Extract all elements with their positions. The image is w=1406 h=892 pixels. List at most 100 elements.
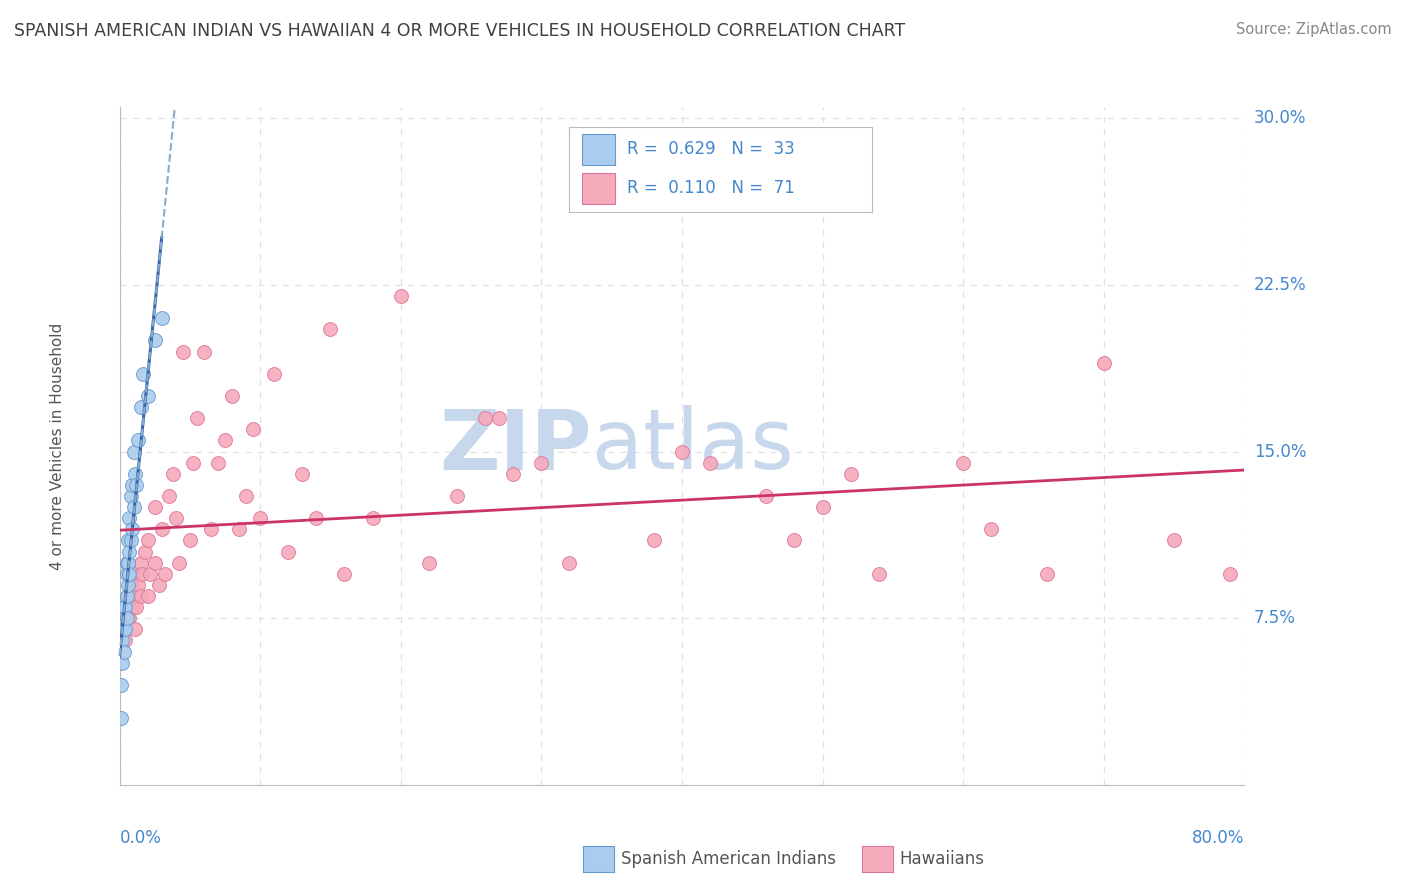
Point — [110, 678, 132, 692]
Point — [186, 411, 208, 425]
Point — [319, 322, 342, 336]
Point — [148, 578, 170, 592]
Point — [114, 623, 136, 637]
Point — [446, 489, 468, 503]
Point — [1092, 356, 1115, 370]
Point — [125, 478, 148, 492]
Text: R =  0.629   N =  33: R = 0.629 N = 33 — [627, 140, 794, 159]
Point — [115, 566, 138, 581]
Point — [129, 589, 152, 603]
Point — [755, 489, 778, 503]
FancyBboxPatch shape — [582, 134, 614, 165]
Point — [291, 467, 314, 481]
Point — [980, 522, 1002, 536]
Point — [1219, 566, 1241, 581]
Point — [952, 456, 974, 470]
Point — [112, 600, 135, 615]
Point — [115, 556, 138, 570]
Point — [242, 422, 264, 436]
Point — [118, 611, 141, 625]
Point — [235, 489, 257, 503]
Text: Source: ZipAtlas.com: Source: ZipAtlas.com — [1236, 22, 1392, 37]
Point — [136, 389, 159, 403]
Point — [143, 556, 166, 570]
Point — [117, 600, 139, 615]
Point — [502, 467, 524, 481]
Point — [117, 578, 139, 592]
Point — [121, 600, 143, 615]
Point — [117, 589, 139, 603]
Text: Hawaiians: Hawaiians — [900, 850, 984, 868]
Point — [112, 644, 135, 658]
Point — [193, 344, 215, 359]
Point — [120, 578, 142, 592]
Point — [207, 456, 229, 470]
Text: 22.5%: 22.5% — [1254, 276, 1306, 293]
Point — [118, 566, 141, 581]
Point — [333, 566, 356, 581]
Point — [418, 556, 440, 570]
Point — [122, 500, 145, 515]
Point — [868, 566, 890, 581]
Point — [117, 556, 139, 570]
Point — [125, 600, 148, 615]
FancyBboxPatch shape — [582, 173, 614, 203]
Text: 4 or more Vehicles in Household: 4 or more Vehicles in Household — [51, 322, 65, 570]
Point — [474, 411, 496, 425]
Point — [112, 623, 135, 637]
Point — [127, 434, 149, 448]
Point — [1036, 566, 1059, 581]
Point — [117, 533, 139, 548]
Point — [127, 578, 149, 592]
Point — [389, 289, 412, 303]
Point — [114, 633, 136, 648]
Point — [200, 522, 222, 536]
Point — [558, 556, 581, 570]
Text: SPANISH AMERICAN INDIAN VS HAWAIIAN 4 OR MORE VEHICLES IN HOUSEHOLD CORRELATION : SPANISH AMERICAN INDIAN VS HAWAIIAN 4 OR… — [14, 22, 905, 40]
Point — [143, 334, 166, 348]
Point — [139, 566, 162, 581]
Point — [1163, 533, 1185, 548]
Text: 0.0%: 0.0% — [120, 830, 162, 847]
Point — [699, 456, 721, 470]
Point — [134, 544, 156, 558]
Point — [143, 500, 166, 515]
Point — [671, 444, 693, 458]
Point — [136, 533, 159, 548]
Point — [115, 611, 138, 625]
Point — [249, 511, 271, 525]
Point — [132, 367, 155, 381]
Text: 30.0%: 30.0% — [1254, 109, 1306, 128]
Point — [114, 600, 136, 615]
Point — [112, 600, 135, 615]
Point — [150, 522, 173, 536]
Text: Spanish American Indians: Spanish American Indians — [621, 850, 837, 868]
Point — [214, 434, 236, 448]
Point — [488, 411, 510, 425]
Text: 7.5%: 7.5% — [1254, 609, 1296, 627]
Point — [136, 589, 159, 603]
Point — [783, 533, 806, 548]
Point — [121, 522, 143, 536]
Point — [124, 623, 146, 637]
Point — [228, 522, 250, 536]
Point — [305, 511, 328, 525]
Point — [153, 566, 176, 581]
Point — [110, 711, 132, 725]
Text: 15.0%: 15.0% — [1254, 442, 1306, 460]
Point — [124, 467, 146, 481]
Point — [129, 556, 152, 570]
Point — [221, 389, 243, 403]
Point — [181, 456, 204, 470]
Point — [167, 556, 190, 570]
Point — [120, 489, 142, 503]
Point — [122, 444, 145, 458]
Point — [150, 311, 173, 326]
Point — [122, 566, 145, 581]
Point — [120, 533, 142, 548]
Text: atlas: atlas — [592, 406, 793, 486]
Point — [121, 478, 143, 492]
Point — [162, 467, 184, 481]
Text: R =  0.110   N =  71: R = 0.110 N = 71 — [627, 179, 794, 197]
Point — [263, 367, 285, 381]
